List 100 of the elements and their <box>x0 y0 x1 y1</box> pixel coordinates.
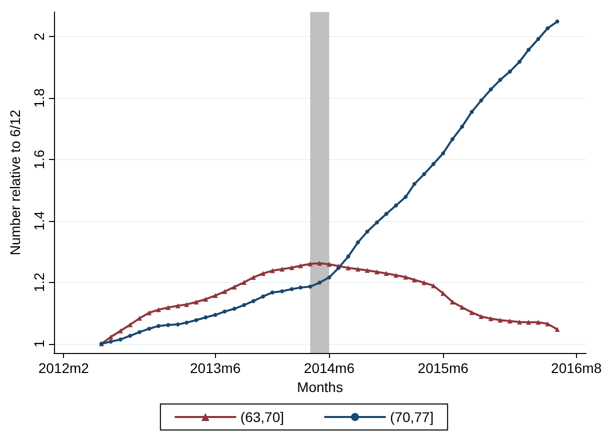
point <box>478 314 484 319</box>
point <box>364 268 370 273</box>
point <box>184 302 190 307</box>
point <box>508 70 512 74</box>
point <box>270 268 275 274</box>
point <box>128 334 132 338</box>
point <box>146 310 152 316</box>
point <box>212 293 218 298</box>
point <box>222 310 227 314</box>
point <box>242 303 246 308</box>
x-tick-label: 2015m6 <box>418 360 469 376</box>
point <box>393 272 398 278</box>
point <box>422 172 426 176</box>
point <box>450 300 455 305</box>
point <box>261 294 266 298</box>
point <box>365 230 370 234</box>
point <box>374 269 380 274</box>
y-tick-label: 1.6 <box>31 150 47 170</box>
point <box>479 98 484 102</box>
point <box>488 316 494 322</box>
point <box>317 260 322 266</box>
legend-label: (70,77] <box>390 409 434 425</box>
point <box>470 110 474 114</box>
y-tick-label: 1 <box>31 340 47 348</box>
x-axis-title: Months <box>297 378 343 395</box>
y-axis-title: Number relative to 6/12 <box>7 110 23 256</box>
point <box>280 289 284 294</box>
point <box>498 318 503 323</box>
point <box>118 337 122 342</box>
point <box>176 322 180 326</box>
point <box>412 182 416 186</box>
point <box>250 274 256 280</box>
point <box>384 270 389 276</box>
point <box>138 330 142 334</box>
point <box>184 320 189 325</box>
point <box>260 270 266 276</box>
x-tick-label: 2013m6 <box>190 360 241 376</box>
point <box>270 290 274 294</box>
y-tick-label: 1.8 <box>31 88 47 108</box>
point <box>430 283 436 288</box>
point <box>460 124 464 129</box>
point <box>232 306 236 311</box>
point <box>355 266 360 272</box>
point <box>290 287 294 292</box>
point <box>488 87 493 92</box>
x-tick-label: 2012m2 <box>38 360 90 376</box>
point <box>203 296 208 302</box>
point <box>422 280 427 286</box>
point <box>326 262 332 267</box>
point <box>546 26 550 30</box>
point <box>213 312 218 317</box>
point <box>308 261 313 266</box>
point <box>450 137 454 142</box>
point <box>327 275 332 280</box>
point <box>507 318 512 324</box>
point <box>118 328 123 334</box>
point <box>536 37 540 42</box>
point <box>404 194 408 199</box>
legend-label: (63,70] <box>240 409 284 425</box>
point <box>251 299 256 304</box>
point <box>394 204 398 208</box>
point <box>412 277 417 282</box>
point <box>555 20 560 24</box>
x-tick-label: 2014m6 <box>304 360 355 376</box>
point <box>289 265 294 270</box>
y-tick-label: 1.2 <box>31 272 47 292</box>
point <box>222 289 228 294</box>
point <box>156 307 162 312</box>
point <box>204 315 208 320</box>
point <box>194 318 198 322</box>
point <box>242 280 247 285</box>
point <box>175 303 180 308</box>
point <box>498 78 502 82</box>
point <box>166 305 171 310</box>
point <box>232 284 237 290</box>
point <box>166 323 170 328</box>
point <box>431 162 436 166</box>
point <box>108 340 113 344</box>
point <box>318 280 322 285</box>
point <box>517 319 522 324</box>
point <box>403 274 408 280</box>
point <box>346 265 351 270</box>
point <box>384 212 388 216</box>
point <box>518 60 522 64</box>
point <box>147 326 152 331</box>
point <box>526 48 531 52</box>
point <box>156 324 161 328</box>
point <box>346 254 350 259</box>
x-tick-label: 2016m8 <box>551 360 602 376</box>
point <box>526 320 532 325</box>
point <box>469 310 474 315</box>
point <box>128 322 133 328</box>
point <box>356 240 360 244</box>
point <box>298 263 303 268</box>
point <box>280 266 285 272</box>
point <box>554 326 560 332</box>
point <box>194 300 199 305</box>
point <box>441 151 446 156</box>
point <box>536 320 541 325</box>
point <box>374 220 379 224</box>
